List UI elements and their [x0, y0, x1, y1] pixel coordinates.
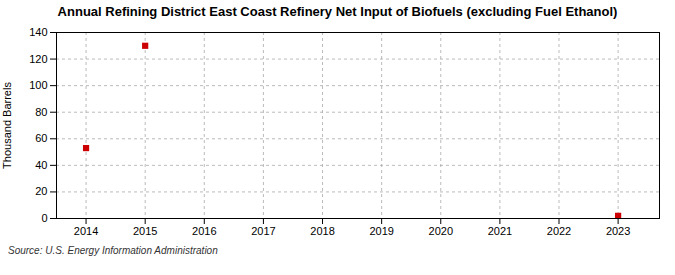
svg-text:80: 80 — [35, 106, 47, 118]
svg-text:2016: 2016 — [192, 225, 216, 237]
svg-text:0: 0 — [41, 212, 47, 224]
svg-text:120: 120 — [29, 53, 47, 65]
svg-text:40: 40 — [35, 159, 47, 171]
svg-text:60: 60 — [35, 132, 47, 144]
svg-text:Thousand Barrels: Thousand Barrels — [1, 82, 13, 169]
svg-text:2019: 2019 — [369, 225, 393, 237]
svg-text:100: 100 — [29, 79, 47, 91]
svg-text:2023: 2023 — [606, 225, 630, 237]
svg-text:2021: 2021 — [488, 225, 512, 237]
svg-text:2018: 2018 — [310, 225, 334, 237]
svg-text:2020: 2020 — [429, 225, 453, 237]
html-text:Annual Refining District East: Annual Refining District East Coast Refi… — [57, 4, 618, 19]
svg-text:2015: 2015 — [133, 225, 157, 237]
html-text:Source: U.S. Energy Informatio: Source: U.S. Energy Information Administ… — [8, 245, 218, 256]
svg-text:20: 20 — [35, 185, 47, 197]
svg-text:2014: 2014 — [74, 225, 98, 237]
svg-text:2022: 2022 — [547, 225, 571, 237]
svg-text:140: 140 — [29, 26, 47, 38]
svg-text:2017: 2017 — [251, 225, 275, 237]
